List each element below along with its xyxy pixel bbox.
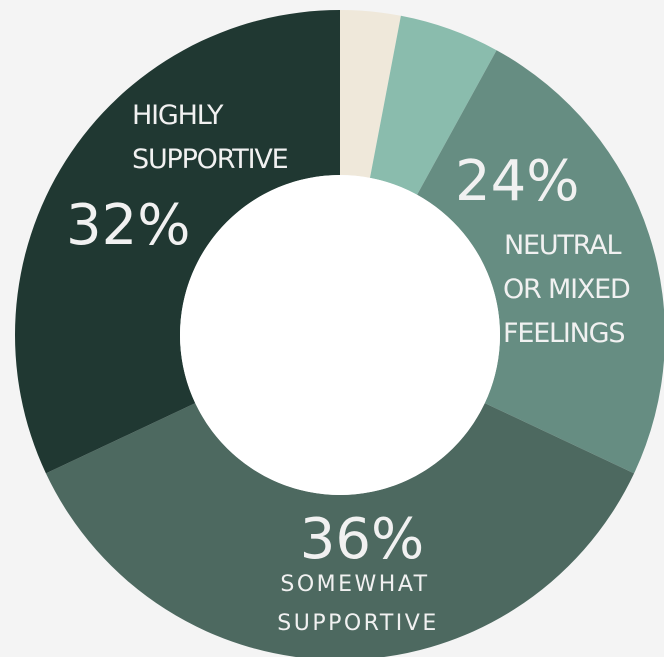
label-highly-supportive-line-1: HIGHLY xyxy=(132,100,224,131)
donut-hole xyxy=(180,175,500,495)
value-label-somewhat-supportive: 36% xyxy=(300,507,424,572)
donut-slice-5 xyxy=(14,10,340,474)
label-neutral-line-1: NEUTRAL xyxy=(504,230,621,261)
label-neutral-line-3: FEELINGS xyxy=(503,318,624,349)
donut-slices xyxy=(14,10,664,657)
value-label-highly-supportive: 32% xyxy=(66,193,190,258)
label-neutral-line-2: OR MIXED xyxy=(503,274,630,305)
label-somewhat-supportive-line-2: SUPPORTIVE xyxy=(277,611,438,636)
value-label-neutral: 24% xyxy=(455,149,579,214)
donut-slice-3 xyxy=(417,50,664,474)
donut-slice-2 xyxy=(369,15,497,195)
data-labels: HIGHLY SUPPORTIVE 32% 24% NEUTRAL OR MIX… xyxy=(66,100,631,636)
donut-slice-4 xyxy=(45,403,635,657)
label-somewhat-supportive-line-1: SOMEWHAT xyxy=(280,572,429,597)
label-highly-supportive-line-2: SUPPORTIVE xyxy=(132,144,288,175)
donut-slice-1 xyxy=(340,10,401,178)
